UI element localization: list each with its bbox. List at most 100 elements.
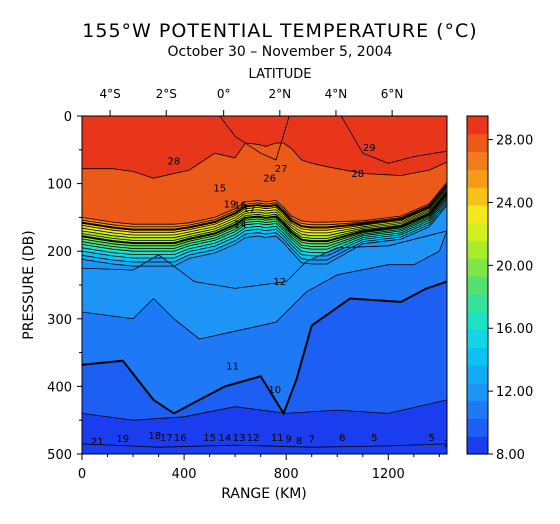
isotherm-17 bbox=[82, 230, 447, 289]
contour-label-21: 12 bbox=[247, 433, 260, 444]
colorbar-swatch-3 bbox=[467, 382, 488, 402]
y-tick-label-0: 0 bbox=[64, 110, 72, 125]
isotherm-5 bbox=[82, 186, 447, 233]
colorbar-swatch-1 bbox=[467, 418, 488, 437]
colorbar-swatch-11 bbox=[467, 240, 488, 259]
colorbar-swatch-17 bbox=[467, 133, 488, 153]
contour-label-22: 11 bbox=[271, 433, 284, 444]
chart-subtitle: October 30 – November 5, 2004 bbox=[167, 44, 393, 60]
colorbar-swatch-14 bbox=[467, 187, 488, 206]
isotherm-20 bbox=[82, 399, 447, 421]
colorbar-frame bbox=[466, 115, 489, 455]
isotherm-12 bbox=[82, 196, 447, 252]
lat-tick-label-4: 4°N bbox=[325, 87, 348, 101]
isotherm-14 bbox=[82, 200, 447, 259]
contour-label-26: 6 bbox=[339, 433, 345, 444]
isotherm-13 bbox=[82, 198, 447, 255]
lat-tick-label-0: 4°S bbox=[99, 87, 120, 101]
y-tick-label-3: 300 bbox=[47, 313, 72, 328]
colorbar: 8.00 12.00 16.00 20.00 24.00 28.00 bbox=[466, 115, 533, 463]
colorbar-swatch-12 bbox=[467, 222, 488, 242]
colorbar-swatch-16 bbox=[467, 151, 488, 170]
top-axis-label: LATITUDE bbox=[248, 67, 312, 82]
x-tick-label-0: 0 bbox=[78, 467, 86, 482]
contour-label-8: 17 bbox=[243, 204, 256, 215]
lat-tick-label-3: 2°N bbox=[269, 87, 292, 101]
colorbar-swatch-9 bbox=[467, 276, 488, 295]
colorbar-label-4: 24.00 bbox=[496, 196, 533, 211]
contour-label-25: 7 bbox=[309, 435, 315, 446]
x-axis-label: RANGE (KM) bbox=[221, 486, 307, 502]
contour-label-4: 26 bbox=[263, 174, 276, 185]
y-tick-label-4: 400 bbox=[47, 380, 72, 395]
band-20 bbox=[82, 399, 447, 454]
contour-label-23: 9 bbox=[286, 434, 292, 445]
isotherm-2 bbox=[82, 181, 447, 225]
colorbar-swatch-15 bbox=[467, 169, 488, 188]
isotherm-11 bbox=[82, 195, 447, 249]
contour-label-18: 15 bbox=[203, 433, 216, 444]
lat-tick-label-2: 0° bbox=[217, 87, 231, 101]
y-tick-label-2: 200 bbox=[47, 245, 72, 260]
isotherm-1 bbox=[82, 142, 447, 179]
contour-label-27: 5 bbox=[371, 433, 377, 444]
colorbar-label-0: 8.00 bbox=[496, 448, 525, 463]
contour-label-15: 18 bbox=[148, 431, 161, 442]
isotherm-0 bbox=[219, 116, 447, 164]
isotherm-6 bbox=[82, 187, 447, 236]
colorbar-label-1: 12.00 bbox=[496, 385, 533, 400]
colorbar-swatch-2 bbox=[467, 400, 488, 420]
colorbar-label-2: 16.00 bbox=[496, 322, 533, 337]
isotherm-lines bbox=[82, 116, 447, 448]
isotherm-10 bbox=[82, 193, 447, 247]
isotherm-16 bbox=[82, 205, 447, 267]
isotherm-8 bbox=[82, 190, 447, 241]
isotherm-15 bbox=[82, 202, 447, 263]
contour-label-13: 21 bbox=[91, 437, 104, 448]
colorbar-swatch-18 bbox=[467, 116, 488, 135]
contour-label-29: 2 bbox=[444, 439, 450, 450]
isotherm-9 bbox=[82, 192, 447, 245]
colorbar-swatch-13 bbox=[467, 204, 488, 224]
band-21 bbox=[82, 443, 447, 454]
y-tick-label-5: 500 bbox=[47, 448, 72, 463]
contour-label-10: 12 bbox=[273, 277, 286, 288]
contour-label-17: 16 bbox=[174, 433, 187, 444]
isotherm-21 bbox=[82, 443, 447, 448]
y-axis-label: PRESSURE (DB) bbox=[21, 230, 37, 339]
colorbar-swatch-0 bbox=[467, 436, 488, 455]
contour-label-12: 10 bbox=[268, 385, 281, 396]
contour-label-28: 5 bbox=[429, 433, 435, 444]
isotherm-3 bbox=[82, 183, 447, 228]
colorbar-label-3: 20.00 bbox=[496, 259, 533, 274]
isotherm-19 bbox=[82, 280, 447, 416]
contour-label-3: 27 bbox=[275, 164, 288, 175]
isotherm-18 bbox=[82, 230, 447, 340]
x-tick-label-3: 1200 bbox=[372, 467, 405, 482]
contour-label-7: 16 bbox=[234, 201, 247, 212]
colorbar-label-5: 28.00 bbox=[496, 134, 533, 149]
contour-label-0: 29 bbox=[363, 143, 376, 154]
isotherm-7 bbox=[82, 189, 447, 239]
contour-label-2: 28 bbox=[351, 169, 364, 180]
contour-label-5: 15 bbox=[213, 184, 226, 195]
x-tick-label-1: 400 bbox=[172, 467, 197, 482]
contour-label-14: 19 bbox=[116, 434, 129, 445]
lat-tick-label-1: 2°S bbox=[156, 87, 177, 101]
colorbar-swatch-8 bbox=[467, 293, 488, 313]
colorbar-swatch-10 bbox=[467, 258, 488, 277]
colorbar-swatch-5 bbox=[467, 347, 488, 366]
y-tick-label-1: 100 bbox=[47, 178, 72, 193]
colorbar-swatch-7 bbox=[467, 311, 488, 331]
lat-tick-label-5: 6°N bbox=[381, 87, 404, 101]
contour-label-16: 17 bbox=[160, 433, 173, 444]
contour-label-24: 8 bbox=[296, 436, 302, 447]
x-tick-label-2: 800 bbox=[274, 467, 299, 482]
contour-label-20: 13 bbox=[233, 433, 246, 444]
colorbar-swatch-6 bbox=[467, 329, 488, 348]
contour-label-1: 28 bbox=[168, 157, 181, 168]
contour-label-11: 11 bbox=[226, 362, 239, 373]
colorbar-swatch-4 bbox=[467, 365, 488, 384]
